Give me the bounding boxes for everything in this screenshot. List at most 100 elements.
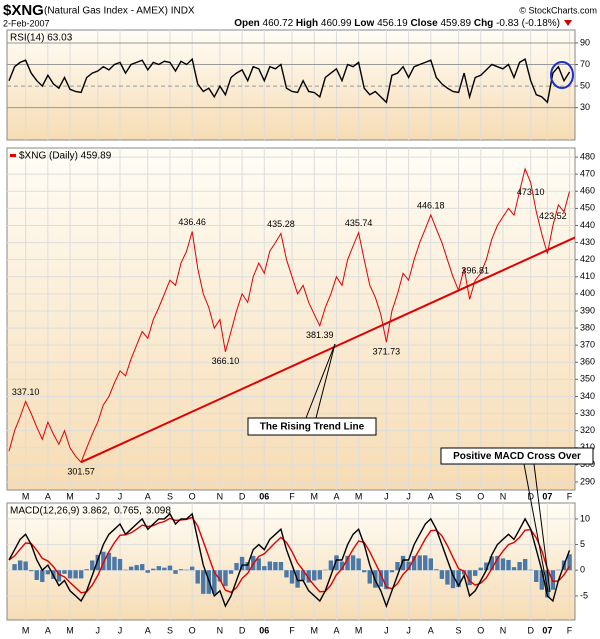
- x-tick-label: D: [527, 491, 534, 501]
- x-tick-label: S: [456, 625, 462, 635]
- histogram-bar: [262, 566, 267, 571]
- data-label: 301.57: [67, 467, 95, 477]
- data-label: 337.10: [12, 387, 40, 397]
- histogram-bar: [511, 567, 517, 571]
- histogram-bar: [345, 555, 350, 571]
- histogram-bar: [267, 561, 273, 571]
- quote-value: 460.99: [321, 18, 352, 29]
- data-label: 435.28: [267, 219, 295, 229]
- series-line: [8, 167, 570, 464]
- data-label: 435.74: [345, 218, 373, 228]
- y-tick-label: 420: [580, 254, 595, 264]
- x-tick-label: J: [384, 625, 389, 635]
- histogram-bar: [156, 566, 162, 571]
- x-tick-label: S: [167, 491, 173, 501]
- histogram-bar: [539, 570, 544, 590]
- legend-swatch: [10, 154, 16, 157]
- histogram-bar: [56, 570, 62, 582]
- quote-value: -0.83 (-0.18%): [496, 18, 560, 29]
- y-tick-label: 320: [580, 425, 595, 435]
- callout-line: [315, 343, 336, 419]
- histogram-bar: [323, 569, 328, 571]
- legend-entry: 0.765,: [114, 506, 142, 517]
- legend-entry: $XNG (Daily) 459.89: [19, 151, 112, 162]
- histogram-bar: [101, 551, 106, 571]
- histogram-bar: [201, 570, 206, 594]
- histogram-bar: [339, 561, 345, 571]
- histogram-bar: [278, 562, 284, 571]
- histogram-bar: [167, 565, 173, 571]
- histogram-bar: [428, 558, 433, 571]
- price-panel: [6, 147, 576, 491]
- histogram-bar: [556, 569, 561, 571]
- x-tick-label: J: [406, 625, 411, 635]
- quote: Open 460.72 High 460.99 Low 456.19 Close…: [234, 18, 560, 29]
- x-tick-label: N: [217, 625, 224, 635]
- y-tick-label: 480: [580, 151, 595, 161]
- histogram-bar: [400, 555, 406, 571]
- index-name: (Natural Gas Index - AMEX) INDX: [44, 6, 195, 17]
- histogram-bar: [256, 558, 261, 571]
- data-label: 396.81: [461, 266, 489, 276]
- x-tick-label: D: [239, 625, 246, 635]
- y-tick-label: 90: [580, 37, 590, 47]
- histogram-bar: [162, 567, 167, 571]
- histogram-bar: [23, 561, 28, 571]
- x-tick-label: M: [66, 491, 74, 501]
- y-tick-label: 470: [580, 169, 595, 179]
- histogram-bar: [384, 570, 389, 590]
- histogram-bar: [84, 569, 89, 571]
- x-tick-label: S: [167, 625, 173, 635]
- histogram-bar: [334, 555, 339, 571]
- y-tick-label: 30: [580, 102, 590, 112]
- x-tick-label: A: [145, 625, 151, 635]
- x-tick-label: D: [527, 625, 534, 635]
- histogram-bar: [134, 565, 139, 571]
- histogram-bar: [389, 570, 395, 573]
- y-tick-label: 400: [580, 288, 595, 298]
- x-tick-label: J: [96, 491, 101, 501]
- histogram-bar: [228, 570, 234, 574]
- quote-value: 460.72: [263, 18, 294, 29]
- x-tick-label: D: [239, 491, 246, 501]
- quote-label: Open: [234, 18, 260, 29]
- histogram-bar: [106, 552, 112, 571]
- x-tick-label: F: [567, 491, 573, 501]
- y-tick-label: 350: [580, 374, 595, 384]
- histogram-bar: [223, 570, 228, 587]
- quote-label: Chg: [474, 18, 493, 29]
- histogram-bar: [312, 570, 317, 581]
- x-tick-label: S: [456, 491, 462, 501]
- histogram-bar: [123, 569, 128, 571]
- trend-line: [80, 236, 575, 464]
- histogram-bar: [212, 570, 217, 594]
- histogram-bar: [489, 556, 495, 571]
- histogram-bar: [217, 570, 223, 582]
- histogram-bar: [450, 570, 456, 589]
- legend-entry: RSI(14) 63.03: [10, 33, 73, 44]
- x-tick-label: F: [289, 491, 295, 501]
- y-tick-label: 290: [580, 476, 595, 486]
- y-tick-label: 450: [580, 203, 595, 213]
- series-line: [8, 516, 571, 594]
- histogram-bar: [245, 562, 250, 571]
- quote-value: 456.19: [377, 18, 408, 29]
- histogram-bar: [434, 569, 439, 571]
- histogram-bar: [195, 570, 200, 584]
- histogram-bar: [378, 570, 384, 587]
- histogram-bar: [517, 562, 522, 571]
- histogram-bar: [417, 555, 422, 571]
- x-tick-label: J: [118, 491, 123, 501]
- histogram-bar: [284, 570, 289, 578]
- x-tick-label: N: [500, 491, 507, 501]
- x-tick-label: N: [217, 491, 224, 501]
- histogram-bar: [367, 570, 372, 584]
- histogram-bar: [184, 569, 189, 571]
- histogram-bar: [234, 563, 239, 571]
- y-tick-label: 5: [580, 539, 585, 549]
- histogram-bar: [78, 570, 84, 579]
- histogram-bar: [445, 570, 450, 585]
- x-tick-label: O: [477, 625, 484, 635]
- histogram-bar: [317, 570, 322, 580]
